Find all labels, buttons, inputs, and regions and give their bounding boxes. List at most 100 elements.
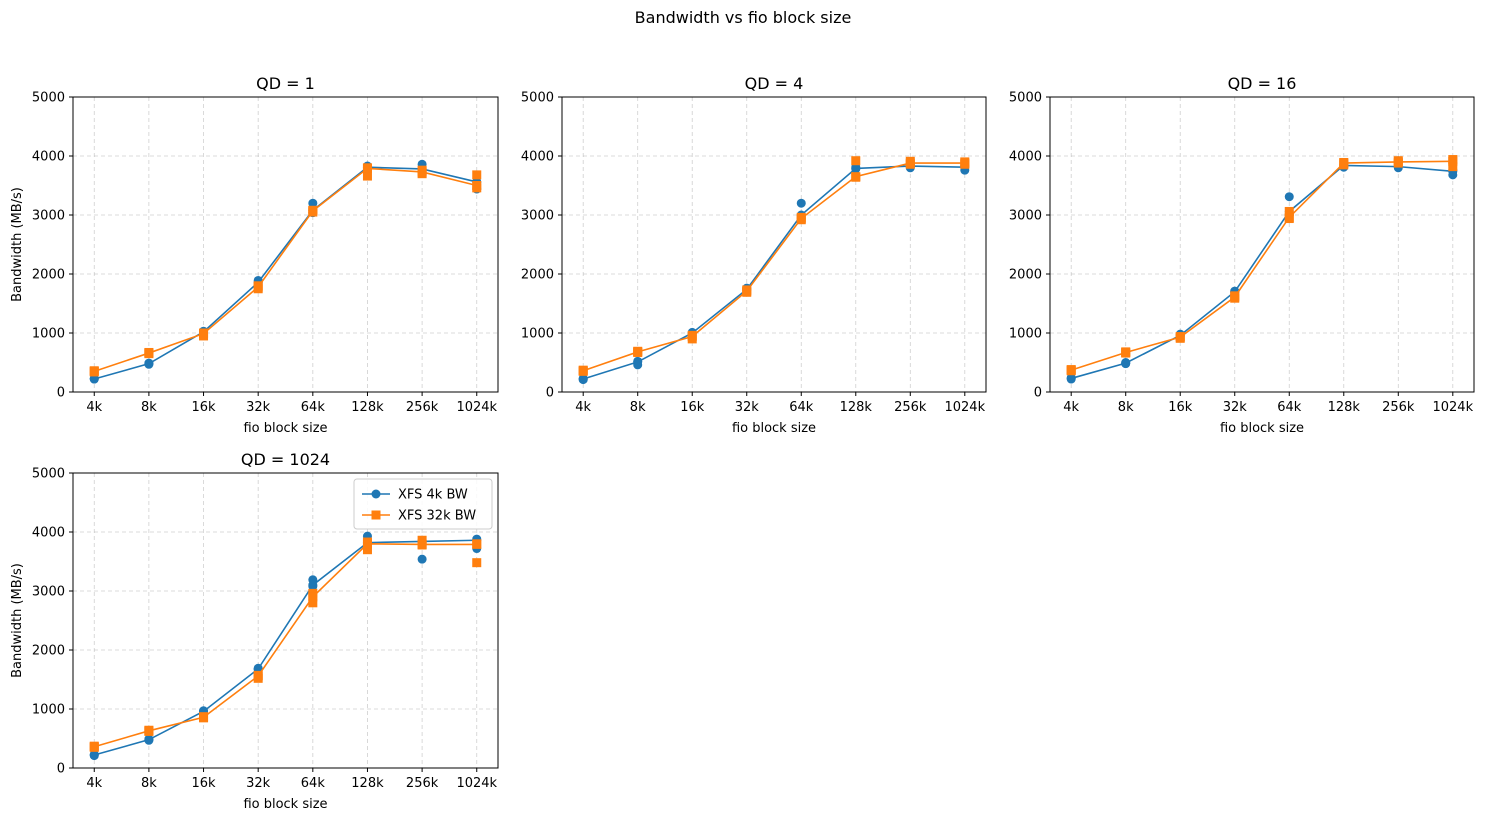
axes-frame bbox=[72, 472, 499, 769]
run-point bbox=[308, 598, 318, 608]
series-line bbox=[93, 167, 477, 373]
y-tick-label: 3000 bbox=[521, 209, 554, 224]
data-point bbox=[199, 329, 209, 339]
data-point bbox=[960, 158, 970, 168]
data-point bbox=[1284, 212, 1294, 222]
y-axis-label: Bandwidth (MB/s) bbox=[10, 563, 25, 678]
data-point bbox=[144, 348, 154, 358]
data-point bbox=[1175, 332, 1185, 342]
data-point bbox=[472, 181, 482, 190]
data-point bbox=[1448, 156, 1458, 166]
x-axis-label: fio block size bbox=[1220, 421, 1304, 436]
y-tick-label: 3000 bbox=[1009, 209, 1042, 224]
y-tick-label: 5000 bbox=[521, 91, 554, 106]
x-tick-label: 8k bbox=[630, 400, 646, 415]
data-point bbox=[89, 742, 99, 752]
y-tick-label: 0 bbox=[546, 386, 554, 401]
data-point bbox=[199, 712, 209, 722]
x-tick-label: 4k bbox=[86, 400, 102, 415]
axes-frame bbox=[1049, 96, 1475, 393]
subplot-3: QD = 16 4k 8k 16k 32k 64k 128k 256k 1024k 0 1000 20… bbox=[1009, 74, 1475, 436]
data-point bbox=[1121, 358, 1131, 368]
series-line bbox=[94, 542, 477, 748]
x-axis-label: fio block size bbox=[243, 421, 327, 436]
x-tick-label: 32k bbox=[1223, 400, 1248, 415]
y-tick-label: 4000 bbox=[32, 150, 65, 165]
x-tick-label: 8k bbox=[141, 776, 157, 791]
data-point bbox=[308, 580, 318, 590]
x-tick-label: 128k bbox=[1328, 400, 1361, 415]
data-point bbox=[308, 206, 318, 216]
run-point bbox=[472, 170, 482, 180]
x-tick-label: 4k bbox=[575, 400, 591, 415]
series-xfs-32k bbox=[578, 156, 970, 376]
legend-label: XFS 4k BW bbox=[398, 488, 468, 503]
run-point bbox=[1284, 192, 1294, 202]
data-point bbox=[578, 366, 588, 376]
x-tick-label: 1024k bbox=[456, 400, 497, 415]
y-axis-label: Bandwidth (MB/s) bbox=[10, 187, 25, 302]
subplot-title: QD = 1 bbox=[256, 74, 315, 93]
data-point bbox=[578, 374, 588, 384]
y-tick-label: 0 bbox=[57, 386, 65, 401]
run-point bbox=[308, 198, 318, 208]
data-point bbox=[144, 726, 154, 736]
data-point bbox=[1393, 157, 1403, 167]
data-point bbox=[1121, 347, 1131, 357]
data-point bbox=[1066, 373, 1076, 383]
x-tick-label: 1024k bbox=[1432, 400, 1473, 415]
data-point bbox=[144, 359, 154, 369]
data-point bbox=[687, 332, 697, 342]
run-point bbox=[417, 554, 427, 564]
x-tick-label: 32k bbox=[246, 776, 271, 791]
figure-suptitle: Bandwidth vs fio block size bbox=[635, 8, 852, 27]
data-point bbox=[851, 163, 861, 173]
legend-box bbox=[353, 478, 493, 530]
y-tick-label: 5000 bbox=[32, 91, 65, 106]
subplot-title: QD = 16 bbox=[1228, 74, 1297, 93]
y-tick-label: 2000 bbox=[32, 268, 65, 283]
data-point bbox=[89, 750, 99, 760]
data-point bbox=[472, 539, 482, 549]
legend-marker bbox=[371, 489, 381, 499]
x-tick-label: 64k bbox=[1277, 400, 1302, 415]
x-tick-label: 16k bbox=[1168, 400, 1193, 415]
data-point bbox=[144, 735, 154, 745]
subplot-2: QD = 4 4k 8k 16k 32k 64k 128k 256k 1024k 0 1000 200… bbox=[521, 74, 987, 436]
y-tick-label: 1000 bbox=[32, 703, 65, 718]
y-tick-label: 0 bbox=[57, 762, 65, 777]
data-point bbox=[362, 539, 372, 549]
legend-marker bbox=[371, 510, 381, 520]
x-tick-label: 64k bbox=[789, 400, 814, 415]
y-tick-label: 2000 bbox=[521, 268, 554, 283]
y-tick-label: 2000 bbox=[32, 644, 65, 659]
x-axis-label: fio block size bbox=[243, 797, 327, 812]
run-point bbox=[362, 545, 372, 555]
data-point bbox=[417, 539, 427, 549]
x-tick-label: 8k bbox=[141, 400, 157, 415]
data-point bbox=[851, 172, 861, 182]
subplot-4: QD = 1024 4k 8k 16k 32k 64k 128k 256k 1024k 0 1000… bbox=[10, 450, 499, 812]
x-tick-label: 256k bbox=[1382, 400, 1415, 415]
x-tick-label: 128k bbox=[351, 776, 384, 791]
y-tick-label: 1000 bbox=[1009, 327, 1042, 342]
run-point bbox=[796, 198, 806, 208]
axes-frame bbox=[561, 96, 987, 393]
x-tick-label: 16k bbox=[191, 776, 216, 791]
x-tick-label: 64k bbox=[301, 776, 326, 791]
legend: XFS 4k BW XFS 32k BW bbox=[353, 478, 493, 530]
data-point bbox=[1230, 292, 1240, 302]
legend-label: XFS 32k BW bbox=[398, 509, 476, 524]
data-point bbox=[1339, 158, 1349, 168]
series-line bbox=[94, 166, 477, 380]
series-line bbox=[582, 165, 965, 380]
series-line bbox=[94, 539, 477, 756]
x-tick-label: 4k bbox=[86, 776, 102, 791]
subplot-1: QD = 1 4k 8k 16k 32k 64k 128k 256k 1024k 0 1000 200… bbox=[10, 74, 499, 436]
x-tick-label: 256k bbox=[406, 400, 439, 415]
data-point bbox=[89, 366, 99, 376]
subplot-title: QD = 1024 bbox=[241, 450, 330, 469]
x-tick-label: 16k bbox=[191, 400, 216, 415]
x-tick-label: 4k bbox=[1063, 400, 1079, 415]
data-point bbox=[1066, 365, 1076, 375]
